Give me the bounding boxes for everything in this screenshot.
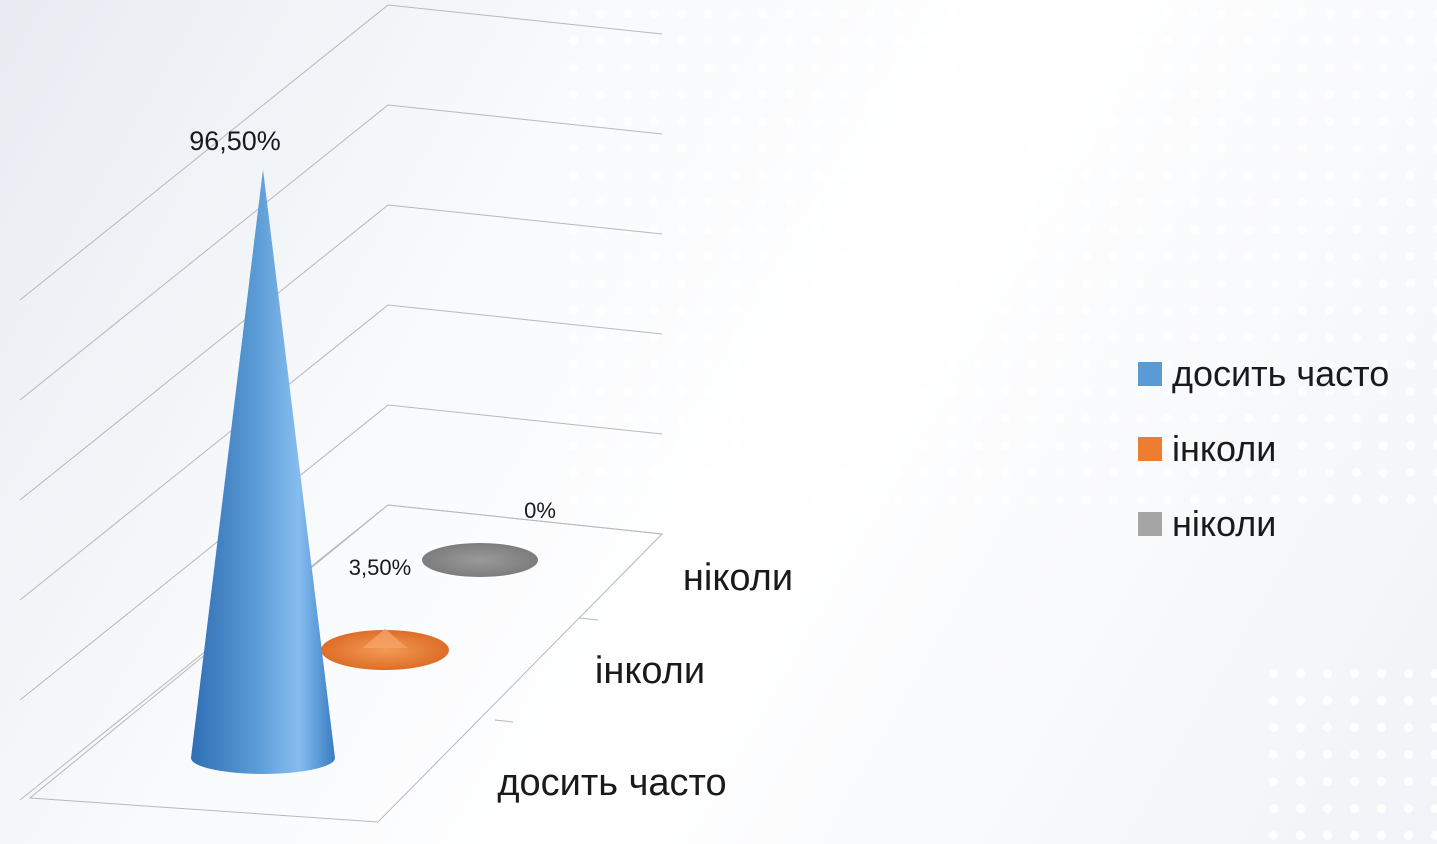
- category-label-1: інколи: [595, 650, 705, 692]
- chart-labels: 96,50% 3,50% 0% досить часто інколи ніколи: [189, 126, 793, 804]
- legend-swatch-2: [1138, 511, 1162, 536]
- legend-item: інколи: [1138, 411, 1389, 486]
- chart-legend: досить часто інколи ніколи: [1138, 336, 1389, 561]
- background-dot-pattern-bottom: [1260, 660, 1437, 844]
- background-dot-pattern: [560, 0, 1437, 520]
- chart-marks: [191, 169, 538, 774]
- data-label-2: 0%: [524, 498, 556, 523]
- legend-item: ніколи: [1138, 486, 1389, 561]
- legend-label-1: інколи: [1172, 427, 1277, 469]
- gridline-3: [19, 204, 663, 501]
- data-label-0: 96,50%: [189, 126, 281, 156]
- legend-label-0: досить часто: [1172, 352, 1390, 394]
- gridline-1: [19, 404, 663, 701]
- cone-base-1: [321, 630, 449, 670]
- legend-swatch-0: [1138, 361, 1162, 386]
- cone-1: [362, 628, 408, 648]
- gridline-5: [19, 4, 663, 301]
- axis-tick-1: [494, 719, 514, 723]
- gridline-2: [19, 304, 663, 601]
- cone-0: [191, 169, 335, 774]
- data-label-1: 3,50%: [349, 555, 411, 580]
- legend-label-2: ніколи: [1172, 502, 1277, 544]
- axis-tick-0: [579, 617, 599, 621]
- legend-item: досить часто: [1138, 336, 1389, 411]
- category-label-2: ніколи: [683, 557, 793, 599]
- legend-swatch-1: [1138, 436, 1162, 461]
- cone-base-2: [422, 543, 538, 577]
- gridline-4: [19, 104, 663, 401]
- chart-gridlines: [19, 4, 663, 801]
- category-label-0: досить часто: [497, 762, 726, 804]
